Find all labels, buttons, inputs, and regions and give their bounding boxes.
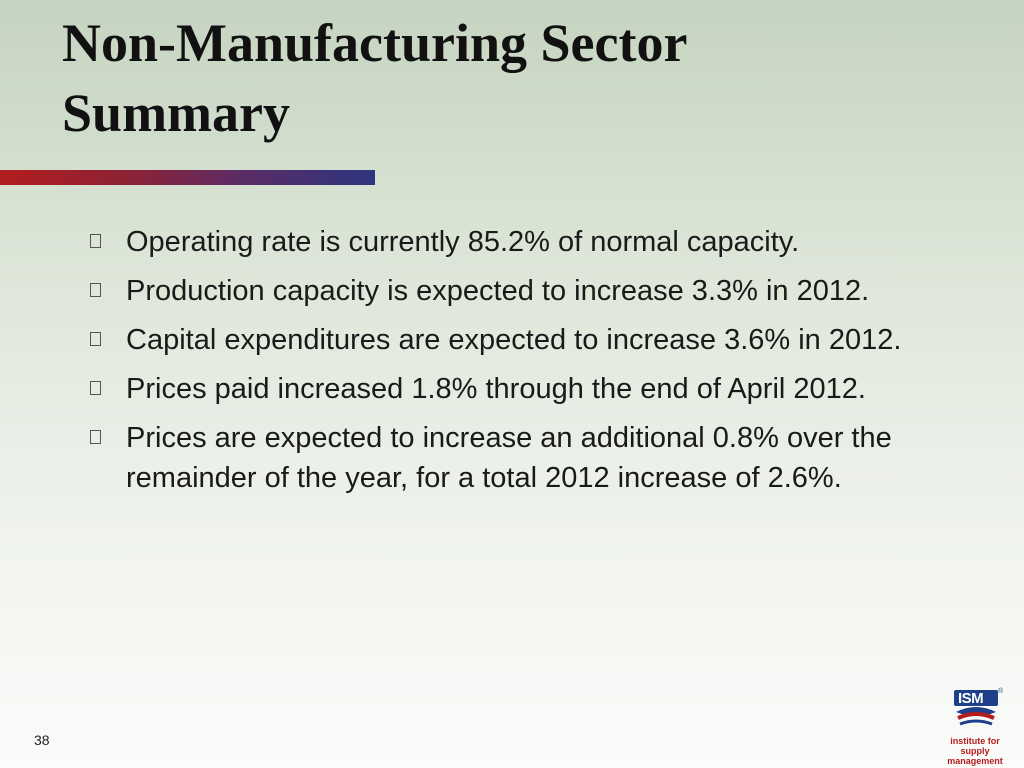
bullet-item: Operating rate is currently 85.2% of nor… xyxy=(90,222,990,262)
bullet-text: Operating rate is currently 85.2% of nor… xyxy=(126,226,800,258)
bullet-text: Prices paid increased 1.8% through the e… xyxy=(126,373,866,405)
bullet-text: Capital expenditures are expected to inc… xyxy=(126,324,902,356)
slide-title-line-1: Non-Manufacturing Sector xyxy=(62,13,688,73)
bullet-marker-icon xyxy=(90,381,101,395)
ism-logo-caption-line-1: institute for xyxy=(950,736,1000,746)
bullet-item: Prices paid increased 1.8% through the e… xyxy=(90,369,990,409)
ism-logo-caption-line-2: supply management xyxy=(947,746,1003,766)
slide-title-line-2: Summary xyxy=(62,83,290,143)
bullet-item: Production capacity is expected to incre… xyxy=(90,271,990,311)
bullet-marker-icon xyxy=(90,430,101,444)
bullet-text: Prices are expected to increase an addit… xyxy=(126,422,892,494)
bullet-marker-icon xyxy=(90,332,101,346)
ism-logo-mark-icon xyxy=(954,690,998,726)
bullet-list: Operating rate is currently 85.2% of nor… xyxy=(90,222,990,507)
slide-title: Non-Manufacturing Sector Summary xyxy=(62,8,962,148)
bullet-text: Production capacity is expected to incre… xyxy=(126,275,870,307)
ism-logo-wordmark: ISM xyxy=(958,690,984,707)
ism-logo-caption: institute for supply management xyxy=(932,736,1018,766)
ism-logo: ISM ® institute for supply management xyxy=(932,688,1018,766)
page-number: 38 xyxy=(34,732,50,748)
bullet-item: Prices are expected to increase an addit… xyxy=(90,418,990,498)
bullet-marker-icon xyxy=(90,283,101,297)
bullet-item: Capital expenditures are expected to inc… xyxy=(90,320,990,360)
title-accent-bar xyxy=(0,170,375,185)
bullet-marker-icon xyxy=(90,234,101,248)
registered-mark: ® xyxy=(998,688,1004,695)
